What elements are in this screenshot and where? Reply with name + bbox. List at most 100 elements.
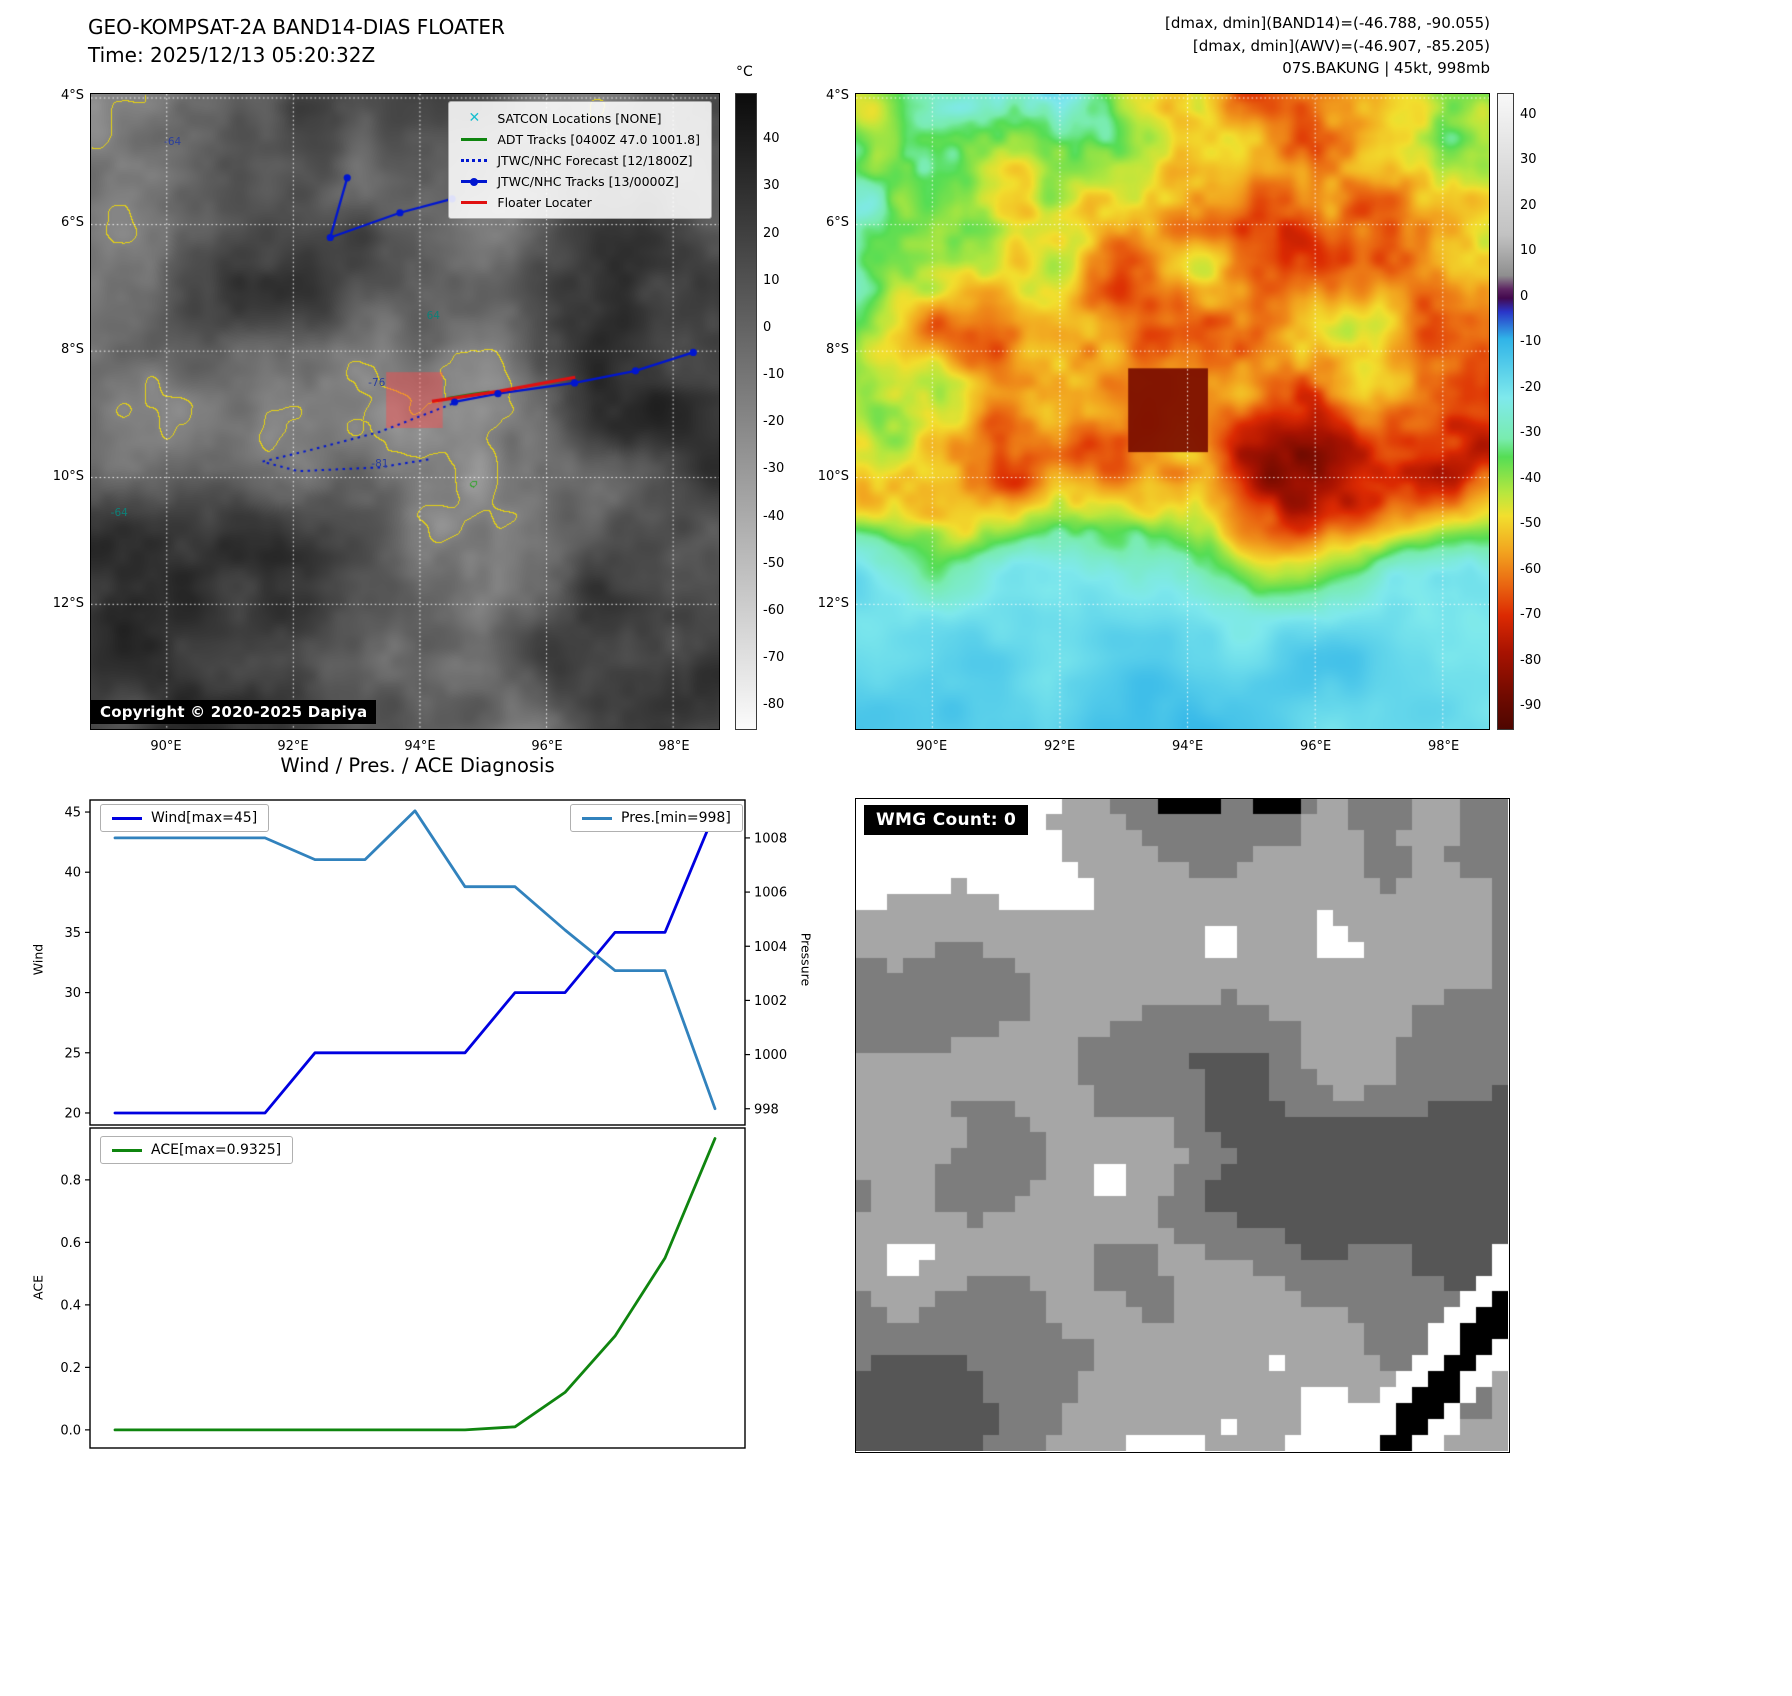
axis-tick-label: 40 bbox=[64, 866, 81, 881]
wmg-count-badge: WMG Count: 0 bbox=[864, 805, 1029, 835]
awv-colorbar bbox=[1497, 93, 1514, 730]
lon-tick-label: 98°E bbox=[658, 739, 690, 754]
x-marker: ✕ bbox=[468, 110, 481, 126]
colorbar-tick-label: 30 bbox=[763, 178, 780, 194]
series-line bbox=[113, 1137, 717, 1432]
lon-tick-label: 90°E bbox=[150, 739, 182, 754]
wmg-map: WMG Count: 0 bbox=[855, 798, 1510, 1453]
colorbar-tick-label: -90 bbox=[1520, 698, 1542, 714]
axis-tick-label: 0.6 bbox=[60, 1236, 81, 1251]
contour-label: 64 bbox=[426, 310, 440, 323]
pressure-axis-label: Pressure bbox=[798, 932, 814, 987]
pressure-legend-label: Pres.[min=998] bbox=[621, 810, 731, 826]
awv-dmax-dmin-readout: [dmax, dmin](AWV)=(-46.907, -85.205) bbox=[1192, 36, 1490, 55]
legend-item: Floater Locater bbox=[460, 195, 700, 210]
lon-tick-label: 94°E bbox=[404, 739, 436, 754]
chart-frame bbox=[89, 1127, 746, 1449]
axis-tick-label: 35 bbox=[64, 926, 81, 941]
lat-tick-label: 8°S bbox=[60, 341, 84, 357]
colorbar-tick-label: 30 bbox=[1520, 152, 1537, 168]
series-line bbox=[113, 809, 717, 1111]
wmg-grid-image bbox=[856, 799, 1508, 1451]
band14-colorbar bbox=[735, 93, 757, 730]
colorbar-tick-label: -30 bbox=[763, 461, 785, 477]
axis-tick-label: 45 bbox=[64, 806, 81, 821]
colorbar-tick-label: 10 bbox=[1520, 243, 1537, 259]
lon-tick-label: 92°E bbox=[1043, 739, 1076, 754]
copyright-label: Copyright © 2020-2025 Dapiya bbox=[91, 700, 377, 724]
colorbar-tick-label: -10 bbox=[763, 367, 785, 383]
contour-label: -64 bbox=[164, 135, 182, 148]
colorbar-tick-label: 40 bbox=[1520, 106, 1537, 122]
legend-item-label: JTWC/NHC Forecast [12/1800Z] bbox=[497, 153, 693, 168]
axis-tick-label: 1000 bbox=[754, 1048, 787, 1063]
chart-frame bbox=[89, 799, 746, 1126]
axis-tick-label: 1002 bbox=[754, 994, 787, 1009]
axis-tick-label: 1006 bbox=[754, 886, 787, 901]
wind-legend: Wind[max=45] bbox=[100, 804, 270, 832]
ace-legend-label: ACE[max=0.9325] bbox=[151, 1142, 282, 1158]
wind-line-swatch bbox=[112, 816, 142, 820]
axis-tick-label: 25 bbox=[64, 1046, 81, 1061]
band14-satellite-map: ✕ SATCON Locations [NONE] ADT Tracks [0400… bbox=[90, 93, 720, 730]
colorbar-tick-label: 10 bbox=[763, 272, 780, 288]
lat-tick-label: 10°S bbox=[817, 468, 849, 484]
wind-legend-label: Wind[max=45] bbox=[151, 810, 258, 826]
band14-colorbar-unit: °C bbox=[736, 64, 753, 80]
legend-line bbox=[461, 178, 488, 186]
colorbar-tick-label: 20 bbox=[763, 225, 780, 241]
pressure-line-swatch bbox=[582, 816, 612, 820]
colorbar-tick-label: -80 bbox=[763, 697, 785, 713]
series-line bbox=[113, 810, 717, 1115]
legend-item-label: JTWC/NHC Tracks [13/0000Z] bbox=[497, 174, 679, 189]
lat-tick-label: 8°S bbox=[825, 341, 849, 357]
lat-tick-label: 12°S bbox=[817, 595, 849, 611]
lat-tick-label: 6°S bbox=[825, 215, 849, 231]
lat-tick-label: 12°S bbox=[52, 595, 84, 611]
legend-item-label: Floater Locater bbox=[497, 195, 592, 210]
legend-item: ✕ SATCON Locations [NONE] bbox=[460, 110, 700, 126]
axis-tick-label: 998 bbox=[754, 1102, 779, 1117]
legend-line bbox=[461, 159, 488, 162]
colorbar-tick-label: 0 bbox=[763, 319, 772, 335]
legend-line bbox=[461, 138, 488, 141]
line-dot-marker bbox=[460, 178, 488, 186]
contour-label: -81 bbox=[371, 457, 389, 470]
band14-timestamp: Time: 2025/12/13 05:20:32Z bbox=[88, 42, 376, 67]
contour-label: -76 bbox=[368, 376, 386, 389]
ace-axis-label: ACE bbox=[30, 1275, 46, 1300]
colorbar-tick-label: 20 bbox=[1520, 197, 1537, 213]
legend-item-label: ADT Tracks [0400Z 47.0 1001.8] bbox=[497, 132, 700, 147]
awv-satellite-map bbox=[855, 93, 1490, 730]
awv-satellite-image bbox=[856, 94, 1489, 729]
lon-tick-label: 94°E bbox=[1171, 739, 1204, 754]
colorbar-tick-label: -60 bbox=[763, 603, 785, 619]
axis-tick-label: 20 bbox=[64, 1106, 81, 1121]
awv-header: [dmax, dmin](BAND14)=(-46.788, -90.055) … bbox=[1040, 12, 1490, 80]
band14-dmax-dmin-readout: [dmax, dmin](BAND14)=(-46.788, -90.055) bbox=[1165, 14, 1490, 32]
colorbar-tick-label: -70 bbox=[763, 650, 785, 666]
colorbar-tick-label: -10 bbox=[1520, 334, 1542, 350]
lat-tick-label: 4°S bbox=[60, 88, 84, 103]
lon-tick-label: 96°E bbox=[531, 739, 563, 754]
colorbar-tick-label: -20 bbox=[763, 414, 785, 430]
band14-map-legend: ✕ SATCON Locations [NONE] ADT Tracks [0400… bbox=[448, 101, 712, 219]
colorbar-tick-label: -20 bbox=[1520, 379, 1542, 395]
axis-tick-label: 30 bbox=[64, 986, 81, 1001]
axis-tick-label: 0.4 bbox=[60, 1298, 81, 1313]
line-marker bbox=[460, 138, 488, 141]
axis-tick-label: 0.0 bbox=[60, 1423, 81, 1438]
lon-tick-label: 90°E bbox=[915, 739, 948, 754]
colorbar-tick-label: 40 bbox=[763, 131, 780, 147]
lon-tick-label: 98°E bbox=[1428, 739, 1460, 754]
legend-line bbox=[461, 201, 488, 204]
axis-tick-label: 1004 bbox=[754, 940, 787, 955]
axis-tick-label: 1008 bbox=[754, 831, 787, 846]
lon-tick-label: 96°E bbox=[1299, 739, 1332, 754]
line-marker bbox=[460, 201, 488, 204]
axis-tick-label: 0.8 bbox=[60, 1173, 81, 1188]
lat-tick-label: 6°S bbox=[60, 215, 84, 231]
colorbar-tick-label: -70 bbox=[1520, 607, 1542, 623]
band14-title: GEO-KOMPSAT-2A BAND14-DIAS FLOATER bbox=[88, 15, 505, 39]
